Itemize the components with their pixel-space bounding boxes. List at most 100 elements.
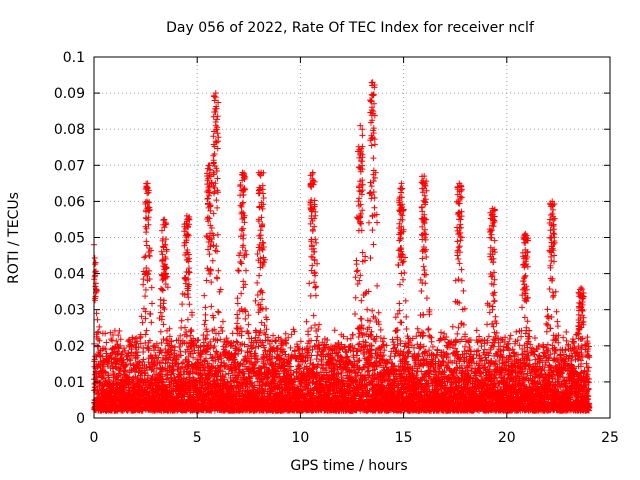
data-point <box>140 281 147 288</box>
data-point <box>149 300 156 307</box>
data-point <box>103 350 110 357</box>
data-point <box>115 332 122 339</box>
data-point <box>109 331 116 338</box>
data-point <box>145 221 152 228</box>
data-point <box>234 295 241 302</box>
data-point <box>203 277 210 284</box>
data-point <box>312 292 319 299</box>
data-point <box>179 301 186 308</box>
data-point <box>214 231 221 238</box>
data-point <box>103 339 110 346</box>
data-point <box>297 338 304 345</box>
data-point <box>356 277 363 284</box>
data-point <box>258 319 265 326</box>
data-point <box>99 374 106 381</box>
data-point <box>235 268 242 275</box>
data-point <box>354 267 361 274</box>
data-point <box>238 290 245 297</box>
data-point <box>254 279 261 286</box>
data-point <box>235 267 242 274</box>
data-point <box>145 372 152 379</box>
chart-title: Day 056 of 2022, Rate Of TEC Index for r… <box>166 20 535 36</box>
data-point <box>127 341 134 348</box>
data-point <box>202 317 209 324</box>
data-point <box>252 297 259 304</box>
data-point <box>102 330 109 337</box>
data-point <box>129 378 136 385</box>
data-point <box>214 308 221 315</box>
data-point <box>102 346 109 353</box>
data-point <box>316 321 323 328</box>
data-point <box>139 319 146 326</box>
data-point <box>117 365 124 372</box>
data-point <box>108 336 115 343</box>
data-point <box>117 336 124 343</box>
data-point <box>141 254 148 261</box>
data-point <box>150 368 157 375</box>
data-point <box>188 328 195 335</box>
data-point <box>306 280 313 287</box>
data-point <box>213 243 220 250</box>
data-point <box>135 344 142 351</box>
data-point <box>311 223 318 230</box>
data-point <box>233 338 240 345</box>
data-point <box>208 279 215 286</box>
data-point <box>234 311 241 318</box>
data-point <box>178 317 185 324</box>
data-point <box>153 340 160 347</box>
data-point <box>142 293 149 300</box>
data-point <box>176 344 183 351</box>
data-point <box>128 342 135 349</box>
data-point <box>181 324 188 331</box>
data-point <box>122 363 129 370</box>
data-point <box>213 197 220 204</box>
data-point <box>157 296 164 303</box>
data-point <box>114 373 121 380</box>
data-point <box>148 284 155 291</box>
data-point <box>214 275 221 282</box>
data-point <box>352 310 359 317</box>
data-point <box>213 348 220 355</box>
data-point <box>95 343 102 350</box>
data-point <box>234 300 241 307</box>
data-point <box>314 352 321 359</box>
data-point <box>161 305 168 312</box>
data-point <box>353 261 360 268</box>
data-point <box>134 338 141 345</box>
data-point <box>215 267 222 274</box>
data-point <box>358 315 365 322</box>
data-point <box>352 294 359 301</box>
data-point <box>218 324 225 331</box>
data-point <box>155 387 162 394</box>
data-point <box>140 276 147 283</box>
data-point <box>93 310 100 317</box>
data-point <box>96 337 103 344</box>
data-point <box>145 345 152 352</box>
data-point <box>142 286 149 293</box>
data-point <box>245 312 252 319</box>
data-point <box>119 349 126 356</box>
data-point <box>96 323 103 330</box>
data-point <box>123 353 130 360</box>
data-point <box>129 336 136 343</box>
data-point <box>148 319 155 326</box>
data-point <box>195 336 202 343</box>
data-point <box>305 331 312 338</box>
data-point <box>120 345 127 352</box>
data-point <box>119 358 126 365</box>
data-point <box>116 327 123 334</box>
data-point <box>245 321 252 328</box>
data-point <box>311 322 318 329</box>
data-point <box>94 316 101 323</box>
data-point <box>140 356 147 363</box>
data-point <box>242 315 249 322</box>
data-point <box>142 315 149 322</box>
data-point <box>157 328 164 335</box>
data-point <box>354 280 361 287</box>
data-point <box>177 332 184 339</box>
data-point <box>201 292 208 299</box>
data-point <box>331 327 338 334</box>
data-point <box>209 257 216 264</box>
data-point <box>117 342 124 349</box>
